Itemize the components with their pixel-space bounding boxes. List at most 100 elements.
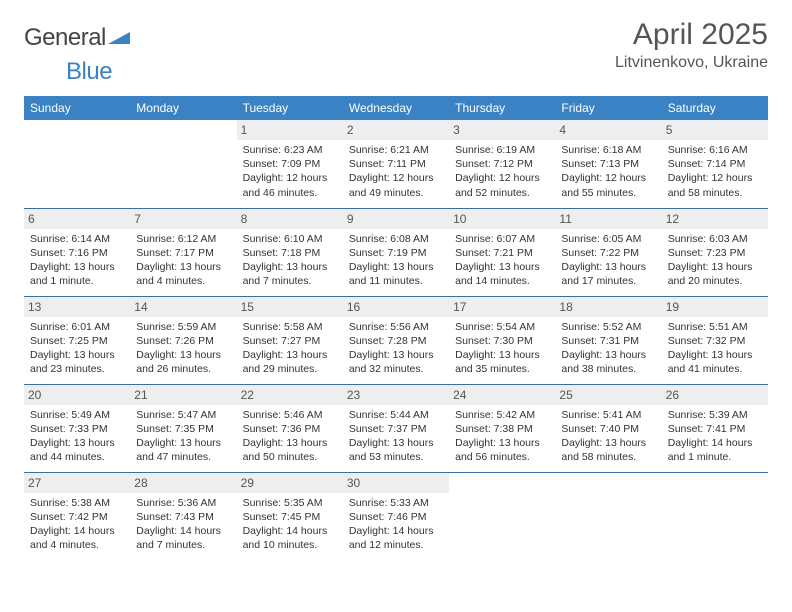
day-details: Sunrise: 5:58 AMSunset: 7:27 PMDaylight:…: [243, 320, 337, 377]
calendar-cell: 18Sunrise: 5:52 AMSunset: 7:31 PMDayligh…: [555, 296, 661, 384]
sunset-text: Sunset: 7:36 PM: [243, 422, 337, 436]
day-details: Sunrise: 5:33 AMSunset: 7:46 PMDaylight:…: [349, 496, 443, 553]
calendar-cell: 9Sunrise: 6:08 AMSunset: 7:19 PMDaylight…: [343, 208, 449, 296]
weekday-header: Thursday: [449, 96, 555, 120]
sunset-text: Sunset: 7:38 PM: [455, 422, 549, 436]
daylight-text: Daylight: 14 hours and 4 minutes.: [30, 524, 124, 552]
day-number: 2: [343, 120, 449, 140]
daylight-text: Daylight: 13 hours and 53 minutes.: [349, 436, 443, 464]
calendar-cell: 30 Sunrise: 5:33 AMSunset: 7:46 PMDayligh…: [343, 472, 449, 560]
daylight-text: Daylight: 12 hours and 58 minutes.: [668, 171, 762, 199]
calendar-row: 1 Sunrise: 6:23 AMSunset: 7:09 PMDaylight…: [24, 120, 768, 208]
day-details: Sunrise: 6:14 AMSunset: 7:16 PMDaylight:…: [30, 232, 124, 289]
sunrise-text: Sunrise: 5:33 AM: [349, 496, 443, 510]
calendar-cell: 24 Sunrise: 5:42 AMSunset: 7:38 PMDayligh…: [449, 384, 555, 472]
sunset-text: Sunset: 7:22 PM: [561, 246, 655, 260]
daylight-text: Daylight: 13 hours and 11 minutes.: [349, 260, 443, 288]
day-number: 11: [555, 209, 661, 229]
calendar-cell: 11 Sunrise: 6:05 AMSunset: 7:22 PMDayligh…: [555, 208, 661, 296]
sunset-text: Sunset: 7:21 PM: [455, 246, 549, 260]
sunset-text: Sunset: 7:13 PM: [561, 157, 655, 171]
day-number: 3: [449, 120, 555, 140]
day-number: 7: [130, 209, 236, 229]
day-number: 24: [449, 385, 555, 405]
daylight-text: Daylight: 12 hours and 52 minutes.: [455, 171, 549, 199]
daylight-text: Daylight: 13 hours and 29 minutes.: [243, 348, 337, 376]
weekday-header-row: Sunday Monday Tuesday Wednesday Thursday…: [24, 96, 768, 120]
daylight-text: Daylight: 13 hours and 17 minutes.: [561, 260, 655, 288]
sunrise-text: Sunrise: 6:08 AM: [349, 232, 443, 246]
sunrise-text: Sunrise: 6:14 AM: [30, 232, 124, 246]
day-number: 26: [662, 385, 768, 405]
sunrise-text: Sunrise: 5:58 AM: [243, 320, 337, 334]
sunrise-text: Sunrise: 5:52 AM: [561, 320, 655, 334]
daylight-text: Daylight: 13 hours and 50 minutes.: [243, 436, 337, 464]
day-number: 28: [130, 473, 236, 493]
day-details: Sunrise: 5:41 AMSunset: 7:40 PMDaylight:…: [561, 408, 655, 465]
day-details: Sunrise: 5:49 AMSunset: 7:33 PMDaylight:…: [30, 408, 124, 465]
sunrise-text: Sunrise: 5:35 AM: [243, 496, 337, 510]
calendar-cell: 29Sunrise: 5:35 AMSunset: 7:45 PMDayligh…: [237, 472, 343, 560]
sunset-text: Sunset: 7:37 PM: [349, 422, 443, 436]
day-number: 20: [24, 385, 130, 405]
day-number: 16: [343, 297, 449, 317]
calendar-row: 6Sunrise: 6:14 AMSunset: 7:16 PMDaylight…: [24, 208, 768, 296]
sunset-text: Sunset: 7:26 PM: [136, 334, 230, 348]
daylight-text: Daylight: 13 hours and 47 minutes.: [136, 436, 230, 464]
daylight-text: Daylight: 13 hours and 32 minutes.: [349, 348, 443, 376]
sunset-text: Sunset: 7:45 PM: [243, 510, 337, 524]
calendar-cell: 23Sunrise: 5:44 AMSunset: 7:37 PMDayligh…: [343, 384, 449, 472]
calendar-cell: 10Sunrise: 6:07 AMSunset: 7:21 PMDayligh…: [449, 208, 555, 296]
sunset-text: Sunset: 7:31 PM: [561, 334, 655, 348]
daylight-text: Daylight: 13 hours and 20 minutes.: [668, 260, 762, 288]
sunset-text: Sunset: 7:28 PM: [349, 334, 443, 348]
daylight-text: Daylight: 13 hours and 23 minutes.: [30, 348, 124, 376]
day-details: Sunrise: 5:36 AMSunset: 7:43 PMDaylight:…: [136, 496, 230, 553]
calendar-cell: 20 Sunrise: 5:49 AMSunset: 7:33 PMDayligh…: [24, 384, 130, 472]
brand-logo: General: [24, 24, 131, 52]
day-number: 12: [662, 209, 768, 229]
title-block: April 2025 Litvinenkovo, Ukraine: [615, 18, 768, 72]
sunset-text: Sunset: 7:23 PM: [668, 246, 762, 260]
daylight-text: Daylight: 14 hours and 10 minutes.: [243, 524, 337, 552]
daylight-text: Daylight: 13 hours and 1 minute.: [30, 260, 124, 288]
day-details: Sunrise: 6:03 AMSunset: 7:23 PMDaylight:…: [668, 232, 762, 289]
day-details: Sunrise: 6:23 AMSunset: 7:09 PMDaylight:…: [243, 143, 337, 200]
day-number: 1: [237, 120, 343, 140]
day-number: 15: [237, 297, 343, 317]
daylight-text: Daylight: 13 hours and 58 minutes.: [561, 436, 655, 464]
day-number: 21: [130, 385, 236, 405]
calendar-cell: [130, 120, 236, 208]
calendar-body: 1 Sunrise: 6:23 AMSunset: 7:09 PMDaylight…: [24, 120, 768, 560]
day-details: Sunrise: 5:42 AMSunset: 7:38 PMDaylight:…: [455, 408, 549, 465]
calendar-cell: 19Sunrise: 5:51 AMSunset: 7:32 PMDayligh…: [662, 296, 768, 384]
calendar-cell: 7Sunrise: 6:12 AMSunset: 7:17 PMDaylight…: [130, 208, 236, 296]
day-details: Sunrise: 6:19 AMSunset: 7:12 PMDaylight:…: [455, 143, 549, 200]
calendar-cell: 5 Sunrise: 6:16 AMSunset: 7:14 PMDaylight…: [662, 120, 768, 208]
day-details: Sunrise: 6:18 AMSunset: 7:13 PMDaylight:…: [561, 143, 655, 200]
day-number: 27: [24, 473, 130, 493]
day-details: Sunrise: 5:46 AMSunset: 7:36 PMDaylight:…: [243, 408, 337, 465]
sunrise-text: Sunrise: 6:03 AM: [668, 232, 762, 246]
day-details: Sunrise: 6:05 AMSunset: 7:22 PMDaylight:…: [561, 232, 655, 289]
daylight-text: Daylight: 14 hours and 1 minute.: [668, 436, 762, 464]
calendar-cell: 12 Sunrise: 6:03 AMSunset: 7:23 PMDayligh…: [662, 208, 768, 296]
calendar-cell: 17Sunrise: 5:54 AMSunset: 7:30 PMDayligh…: [449, 296, 555, 384]
day-number: 22: [237, 385, 343, 405]
daylight-text: Daylight: 12 hours and 49 minutes.: [349, 171, 443, 199]
daylight-text: Daylight: 12 hours and 46 minutes.: [243, 171, 337, 199]
day-number: 14: [130, 297, 236, 317]
day-number: 8: [237, 209, 343, 229]
weekday-header: Sunday: [24, 96, 130, 120]
sunrise-text: Sunrise: 5:56 AM: [349, 320, 443, 334]
daylight-text: Daylight: 13 hours and 56 minutes.: [455, 436, 549, 464]
day-details: Sunrise: 5:39 AMSunset: 7:41 PMDaylight:…: [668, 408, 762, 465]
sunrise-text: Sunrise: 5:54 AM: [455, 320, 549, 334]
day-number: 30: [343, 473, 449, 493]
day-details: Sunrise: 6:16 AMSunset: 7:14 PMDaylight:…: [668, 143, 762, 200]
calendar-cell: [662, 472, 768, 560]
day-number: 5: [662, 120, 768, 140]
weekday-header: Friday: [555, 96, 661, 120]
day-details: Sunrise: 6:21 AMSunset: 7:11 PMDaylight:…: [349, 143, 443, 200]
brand-part2: Blue: [66, 58, 112, 85]
